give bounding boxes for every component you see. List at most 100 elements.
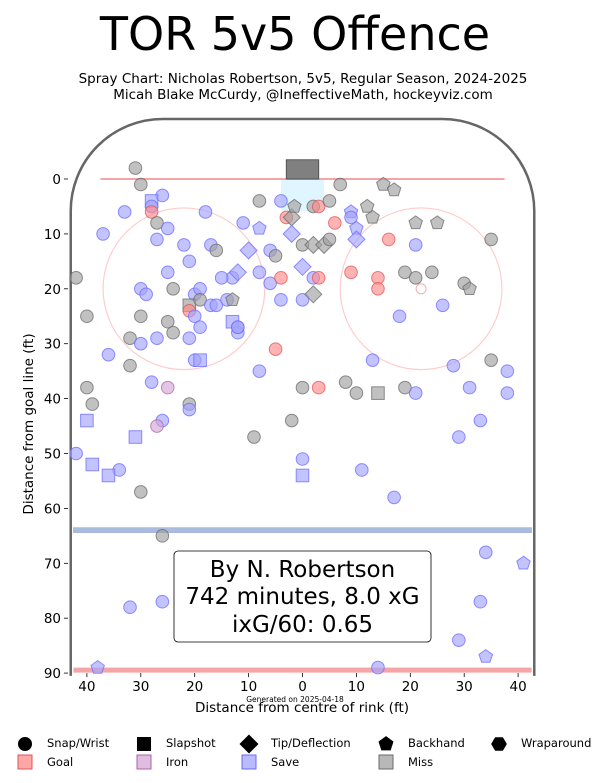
x-tick-label: 0 <box>298 679 307 695</box>
shot-marker <box>252 220 267 235</box>
shot-marker <box>228 263 248 282</box>
shot-marker <box>139 287 153 302</box>
legend-label-square: Slapshot <box>166 736 216 750</box>
shot-marker <box>462 380 477 395</box>
shot-marker <box>268 249 283 263</box>
chart-subtitle-2: Micah Blake McCurdy, @IneffectiveMath, h… <box>113 87 493 103</box>
shot-marker <box>101 347 116 362</box>
hexagon-legend-icon <box>491 737 507 751</box>
shot-marker <box>225 292 240 306</box>
shot-marker <box>209 298 224 313</box>
shot-marker <box>392 309 407 324</box>
info-box-line-1: By N. Robertson <box>210 557 395 583</box>
left-faceoff-circle <box>102 207 266 371</box>
info-box-line-3: ixG/60: 0.65 <box>232 612 373 638</box>
shot-marker <box>236 216 251 230</box>
y-tick-label: 30 <box>44 337 61 353</box>
iron-legend-swatch <box>136 754 152 770</box>
legend-label-pentagon: Backhand <box>408 736 465 750</box>
shot-marker <box>187 309 202 324</box>
shot-marker <box>177 238 191 252</box>
save-legend-swatch <box>241 754 257 770</box>
shot-marker <box>446 358 461 373</box>
shot-marker <box>328 216 342 230</box>
shot-marker <box>263 276 277 291</box>
shot-marker <box>69 446 83 461</box>
shot-marker <box>155 529 170 543</box>
shot-marker <box>134 485 148 499</box>
info-box-frame <box>173 550 432 643</box>
shot-marker <box>425 265 439 280</box>
shot-marker <box>80 309 94 324</box>
x-tick-label: 20 <box>402 679 419 695</box>
shot-marker <box>371 660 385 675</box>
shot-marker <box>322 232 337 247</box>
y-tick-label: 40 <box>44 392 61 408</box>
shot-marker <box>344 210 358 225</box>
shot-marker <box>349 386 364 400</box>
shot-marker <box>381 232 396 247</box>
shot-marker <box>359 198 375 213</box>
y-axis-label: Distance from goal line (ft) <box>21 333 37 514</box>
shot-marker <box>160 221 175 236</box>
legend-label-iron: Iron <box>166 755 188 769</box>
shot-marker <box>333 177 348 192</box>
shot-marker <box>101 468 116 483</box>
shot-marker <box>209 243 224 258</box>
shot-marker <box>429 215 445 230</box>
shot-marker <box>408 215 423 230</box>
y-tick-label: 80 <box>44 611 61 627</box>
shot-marker <box>371 282 385 296</box>
shot-marker <box>484 232 498 247</box>
shot-marker <box>69 271 83 285</box>
miss-legend-swatch <box>378 754 394 770</box>
shot-marker <box>452 430 466 444</box>
shot-marker <box>128 161 143 175</box>
shot-marker <box>160 314 175 329</box>
shot-marker <box>85 397 100 411</box>
shot-marker <box>287 198 302 213</box>
shot-marker <box>376 176 391 191</box>
shot-marker <box>239 241 258 260</box>
shot-marker <box>193 353 207 367</box>
rink-outline <box>69 117 536 676</box>
shot-marker <box>252 265 267 280</box>
x-tick-label: 10 <box>348 679 365 695</box>
shot-marker <box>144 205 159 219</box>
shot-marker <box>295 292 310 307</box>
info-box-line-2: 742 minutes, 8.0 xG <box>185 584 419 610</box>
shot-marker <box>387 490 401 505</box>
shot-marker <box>182 254 197 269</box>
x-tick-label: 10 <box>240 679 257 695</box>
shot-marker <box>144 375 159 389</box>
shot-marker <box>408 238 423 252</box>
shot-marker <box>150 419 164 433</box>
goal-net <box>285 159 320 180</box>
info-box: By N. Robertson 742 minutes, 8.0 xG ixG/… <box>173 550 432 643</box>
shot-marker <box>284 413 299 428</box>
shot-marker <box>500 386 515 400</box>
shot-marker <box>293 257 312 277</box>
shot-marker <box>354 463 369 477</box>
shot-marker <box>268 342 283 356</box>
shot-marker <box>123 331 137 346</box>
shot-marker <box>462 281 477 295</box>
x-tick-label: 30 <box>456 679 473 695</box>
shot-marker <box>80 413 94 428</box>
y-tick-label: 0 <box>52 172 61 188</box>
shot-marker <box>117 205 132 219</box>
shot-marker <box>311 271 326 285</box>
right-faceoff-circle <box>339 207 503 371</box>
shot-marker <box>473 594 488 609</box>
shot-marker <box>182 402 197 417</box>
x-tick-label: 40 <box>510 679 527 695</box>
faceoff-dot <box>415 283 427 295</box>
rink-boards <box>69 117 536 676</box>
legend-label-goal: Goal <box>47 755 73 769</box>
shot-marker <box>80 380 94 395</box>
y-tick-label: 90 <box>44 666 61 682</box>
shot-marker <box>338 375 353 389</box>
shot-marker <box>90 659 105 674</box>
shot-marker <box>398 265 412 280</box>
y-tick-label: 60 <box>44 501 61 517</box>
